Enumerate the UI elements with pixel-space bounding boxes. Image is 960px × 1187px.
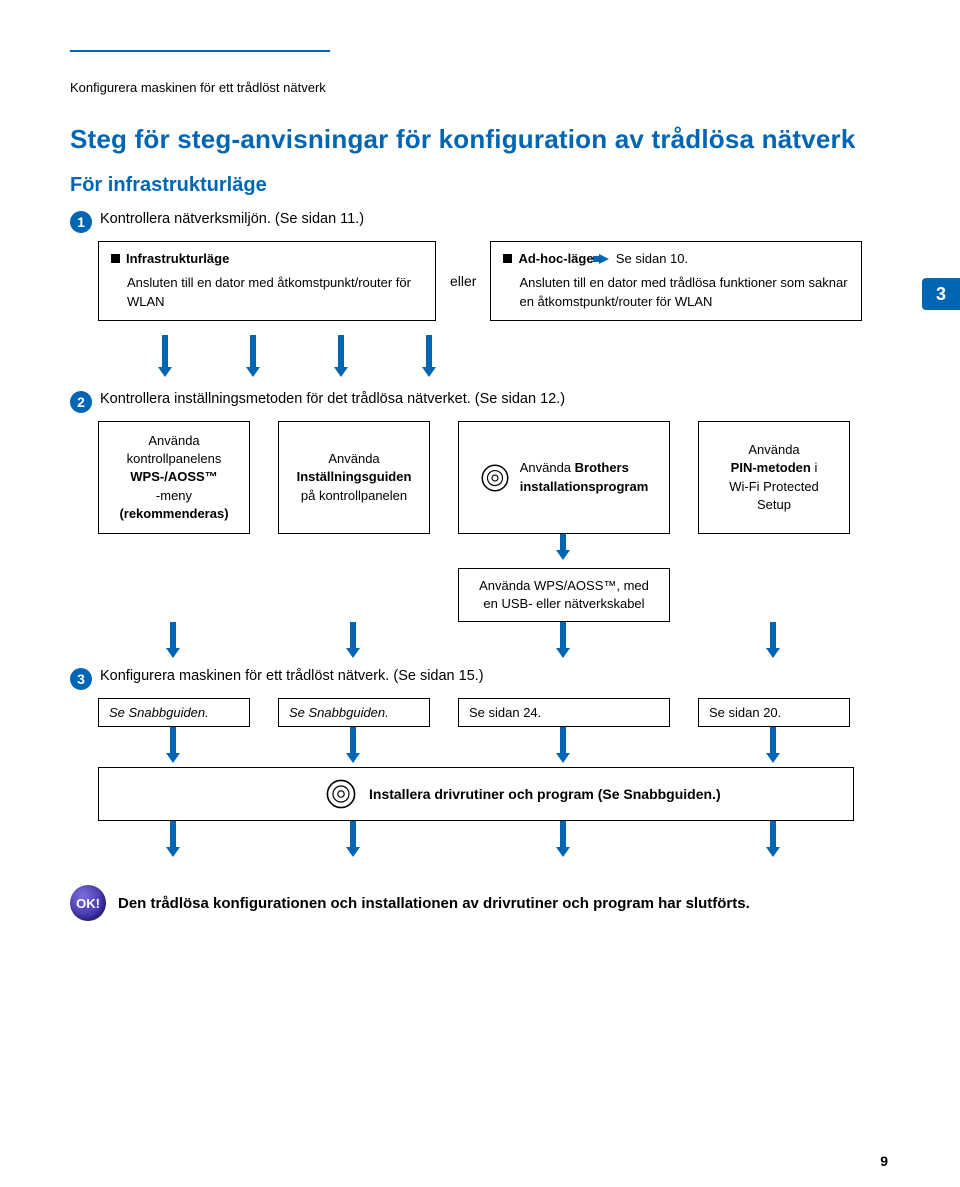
step-2-heading: 2 Kontrollera inställningsmetoden för de… (70, 391, 890, 413)
page-subtitle: För infrastrukturläge (70, 174, 890, 197)
cd-icon (480, 463, 510, 493)
step-3-text: Konfigurera maskinen för ett trådlöst nä… (100, 668, 484, 684)
adhoc-link[interactable]: Se sidan 10. (616, 251, 688, 266)
adhoc-body: Ansluten till en dator med trådlösa funk… (503, 274, 849, 312)
breadcrumb: Konfigurera maskinen för ett trådlöst nä… (70, 80, 890, 95)
arrows-to-install (70, 727, 890, 767)
cd-icon (325, 778, 357, 810)
method-row: AnvändakontrollpanelensWPS-/AOSS™-meny(r… (98, 421, 890, 534)
page-title: Steg för steg-anvisningar för konfigurat… (70, 123, 890, 156)
ref-page-20[interactable]: Se sidan 20. (698, 698, 850, 727)
adhoc-box: Ad-hoc-läge Se sidan 10. Ansluten till e… (490, 241, 862, 322)
method-wps-aoss: AnvändakontrollpanelensWPS-/AOSS™-meny(r… (98, 421, 250, 534)
install-text: Installera drivrutiner och program (Se S… (369, 786, 721, 802)
method-pin: AnvändaPIN-metoden iWi-Fi ProtectedSetup (698, 421, 850, 534)
adhoc-heading: Ad-hoc-läge (518, 251, 593, 266)
arrows-to-final (70, 821, 890, 861)
step-1-text: Kontrollera nätverksmiljön. (Se sidan 11… (100, 211, 364, 227)
ref-snabbguide-2[interactable]: Se Snabbguiden. (278, 698, 430, 727)
arrows-step1-to-step2 (70, 335, 890, 391)
step-1-number: 1 (70, 211, 92, 233)
reference-row: Se Snabbguiden. Se Snabbguiden. Se sidan… (98, 698, 890, 727)
infra-body: Ansluten till en dator med åtkomstpunkt/… (111, 274, 423, 312)
step-1-heading: 1 Kontrollera nätverksmiljön. (Se sidan … (70, 211, 890, 233)
step-3-heading: 3 Konfigurera maskinen för ett trådlöst … (70, 668, 890, 690)
chapter-badge: 3 (922, 278, 960, 310)
arrow-right-icon (599, 254, 609, 264)
ok-badge-icon: OK! (70, 885, 106, 921)
step-3-number: 3 (70, 668, 92, 690)
method-setup-wizard: AnvändaInställningsguidenpå kontrollpane… (278, 421, 430, 534)
step-2-text: Kontrollera inställningsmetoden för det … (100, 391, 565, 407)
method-brother-installer: Använda Brothersinstallationsprogram (458, 421, 670, 534)
bullet-icon (111, 254, 120, 263)
step-1-option-row: Infrastrukturläge Ansluten till en dator… (98, 241, 890, 322)
infra-heading: Infrastrukturläge (126, 251, 229, 266)
step-2-number: 2 (70, 391, 92, 413)
page-number: 9 (880, 1153, 888, 1169)
completion-row: OK! Den trådlösa konfigurationen och ins… (70, 885, 890, 921)
arrows-to-wps (70, 534, 890, 568)
completion-text: Den trådlösa konfigurationen och install… (118, 895, 750, 912)
or-label: eller (436, 241, 490, 322)
bullet-icon (503, 254, 512, 263)
wps-usb-box: Använda WPS/AOSS™, med en USB- eller nät… (458, 568, 670, 622)
ref-snabbguide-1[interactable]: Se Snabbguiden. (98, 698, 250, 727)
arrows-step2-to-step3 (70, 622, 890, 668)
install-drivers-box: Installera drivrutiner och program (Se S… (98, 767, 854, 821)
ref-page-24[interactable]: Se sidan 24. (458, 698, 670, 727)
header-rule (70, 50, 330, 52)
infrastructure-box: Infrastrukturläge Ansluten till en dator… (98, 241, 436, 322)
